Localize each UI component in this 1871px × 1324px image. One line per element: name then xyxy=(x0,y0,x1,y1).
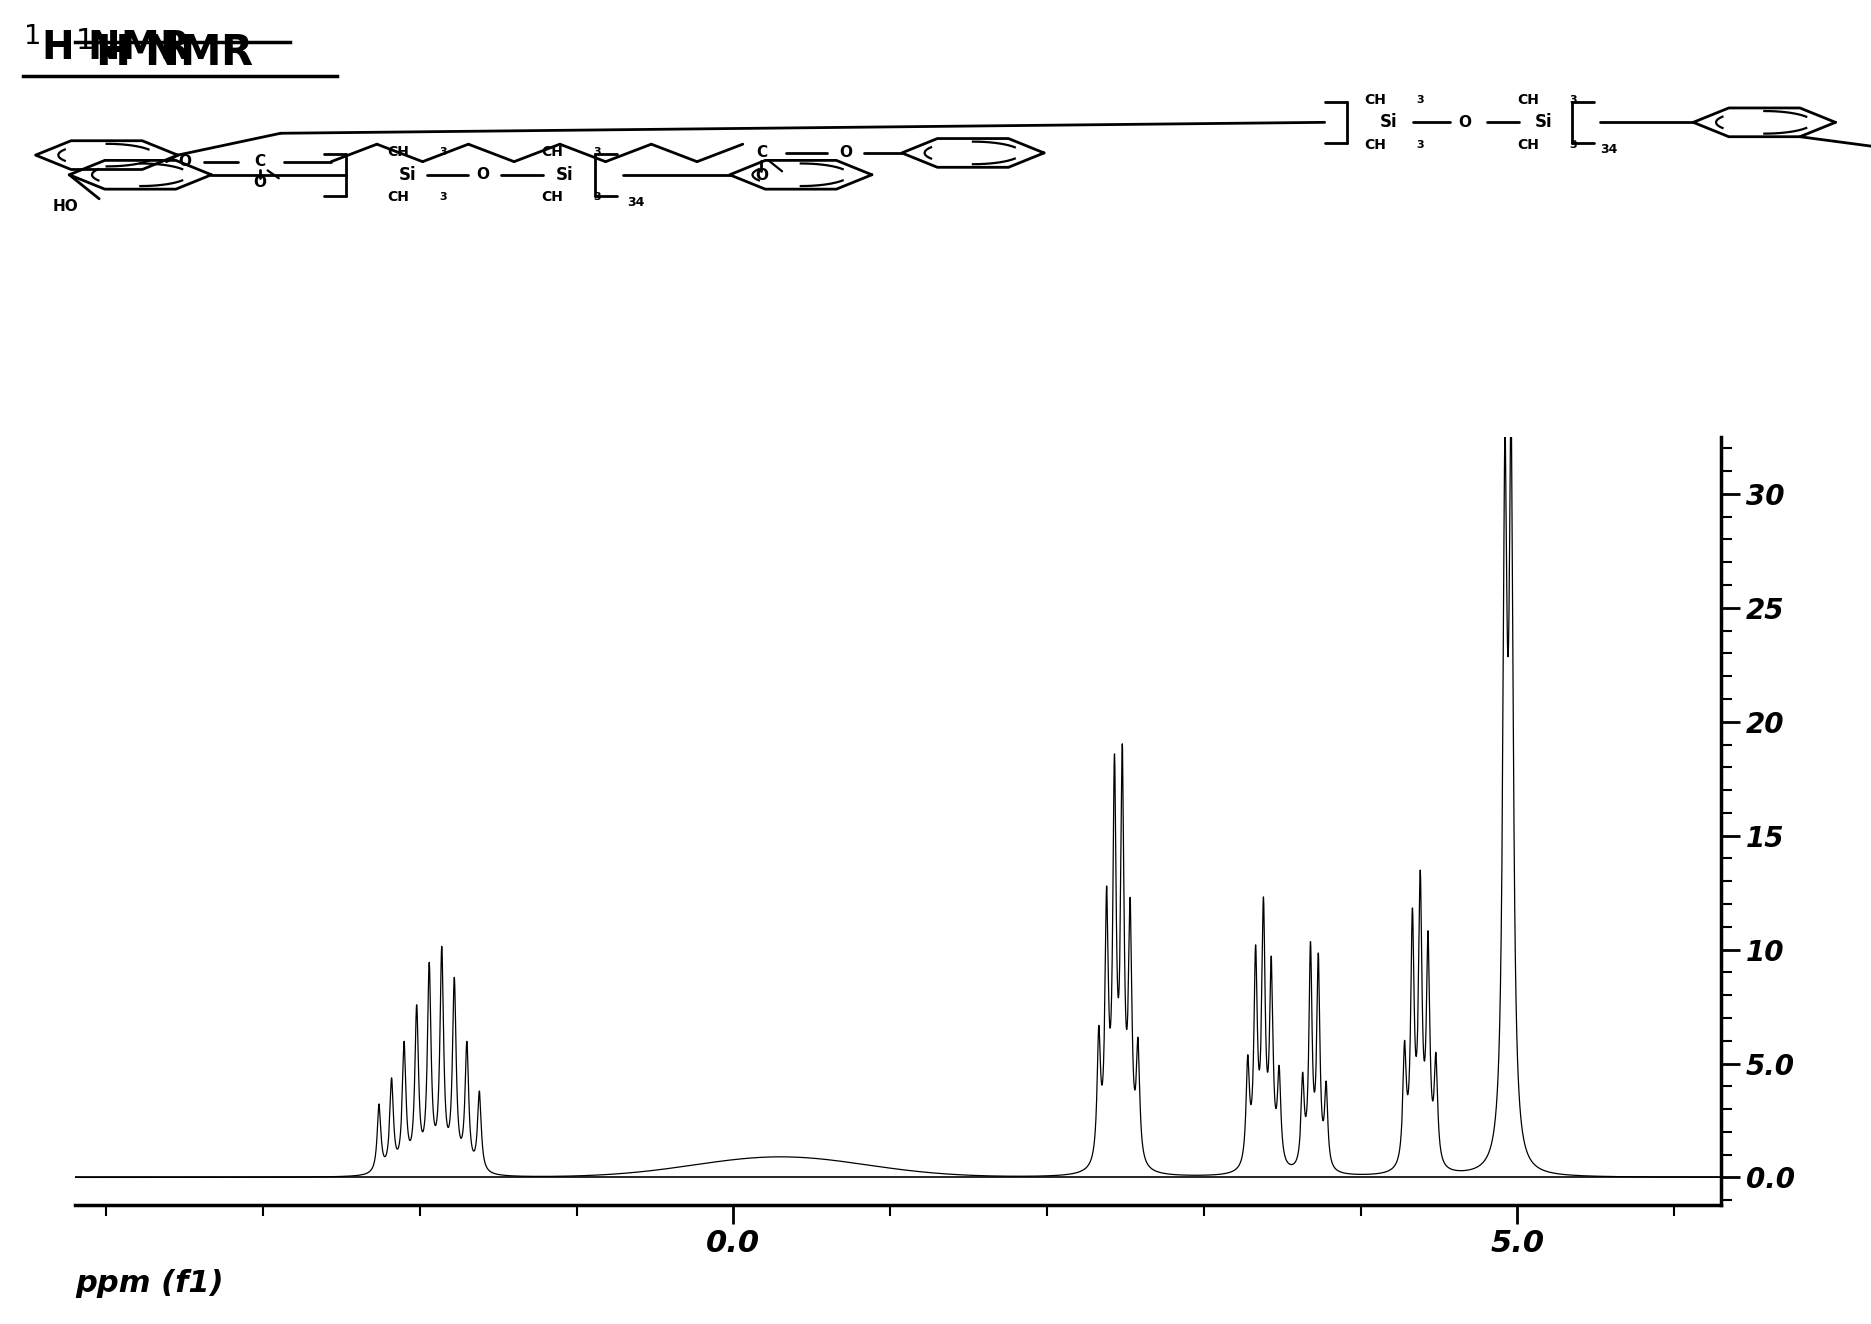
Text: Si: Si xyxy=(556,166,574,184)
X-axis label: ppm (f1): ppm (f1) xyxy=(75,1270,223,1299)
Text: CH: CH xyxy=(1517,93,1540,107)
Text: $^{1}$H NMR: $^{1}$H NMR xyxy=(22,28,191,66)
Text: HO: HO xyxy=(52,199,79,214)
Text: 3: 3 xyxy=(1570,94,1577,105)
Text: O: O xyxy=(477,167,488,183)
Text: 3: 3 xyxy=(1416,140,1424,150)
Text: O: O xyxy=(756,168,767,183)
Text: 3: 3 xyxy=(1416,94,1424,105)
Text: $^{1}$H NMR: $^{1}$H NMR xyxy=(75,33,254,75)
Text: 3: 3 xyxy=(440,192,447,203)
Text: Si: Si xyxy=(1534,114,1553,131)
Text: 34: 34 xyxy=(1600,143,1618,156)
Text: CH: CH xyxy=(541,191,563,204)
Text: O: O xyxy=(180,154,191,169)
Text: O: O xyxy=(254,175,266,191)
Text: 3: 3 xyxy=(440,147,447,158)
Text: 3: 3 xyxy=(1570,140,1577,150)
Text: 34: 34 xyxy=(627,196,645,209)
Text: CH: CH xyxy=(387,146,410,159)
Text: Si: Si xyxy=(399,166,417,184)
Text: CH: CH xyxy=(1364,93,1386,107)
Text: 3: 3 xyxy=(593,192,601,203)
Text: C: C xyxy=(254,154,266,169)
Text: CH: CH xyxy=(541,146,563,159)
Text: O: O xyxy=(1459,115,1471,130)
Text: Si: Si xyxy=(1379,114,1398,131)
Text: CH: CH xyxy=(387,191,410,204)
Text: C: C xyxy=(756,146,767,160)
Text: O: O xyxy=(840,146,851,160)
Text: 3: 3 xyxy=(593,147,601,158)
Text: CH: CH xyxy=(1517,138,1540,152)
Text: CH: CH xyxy=(1364,138,1386,152)
